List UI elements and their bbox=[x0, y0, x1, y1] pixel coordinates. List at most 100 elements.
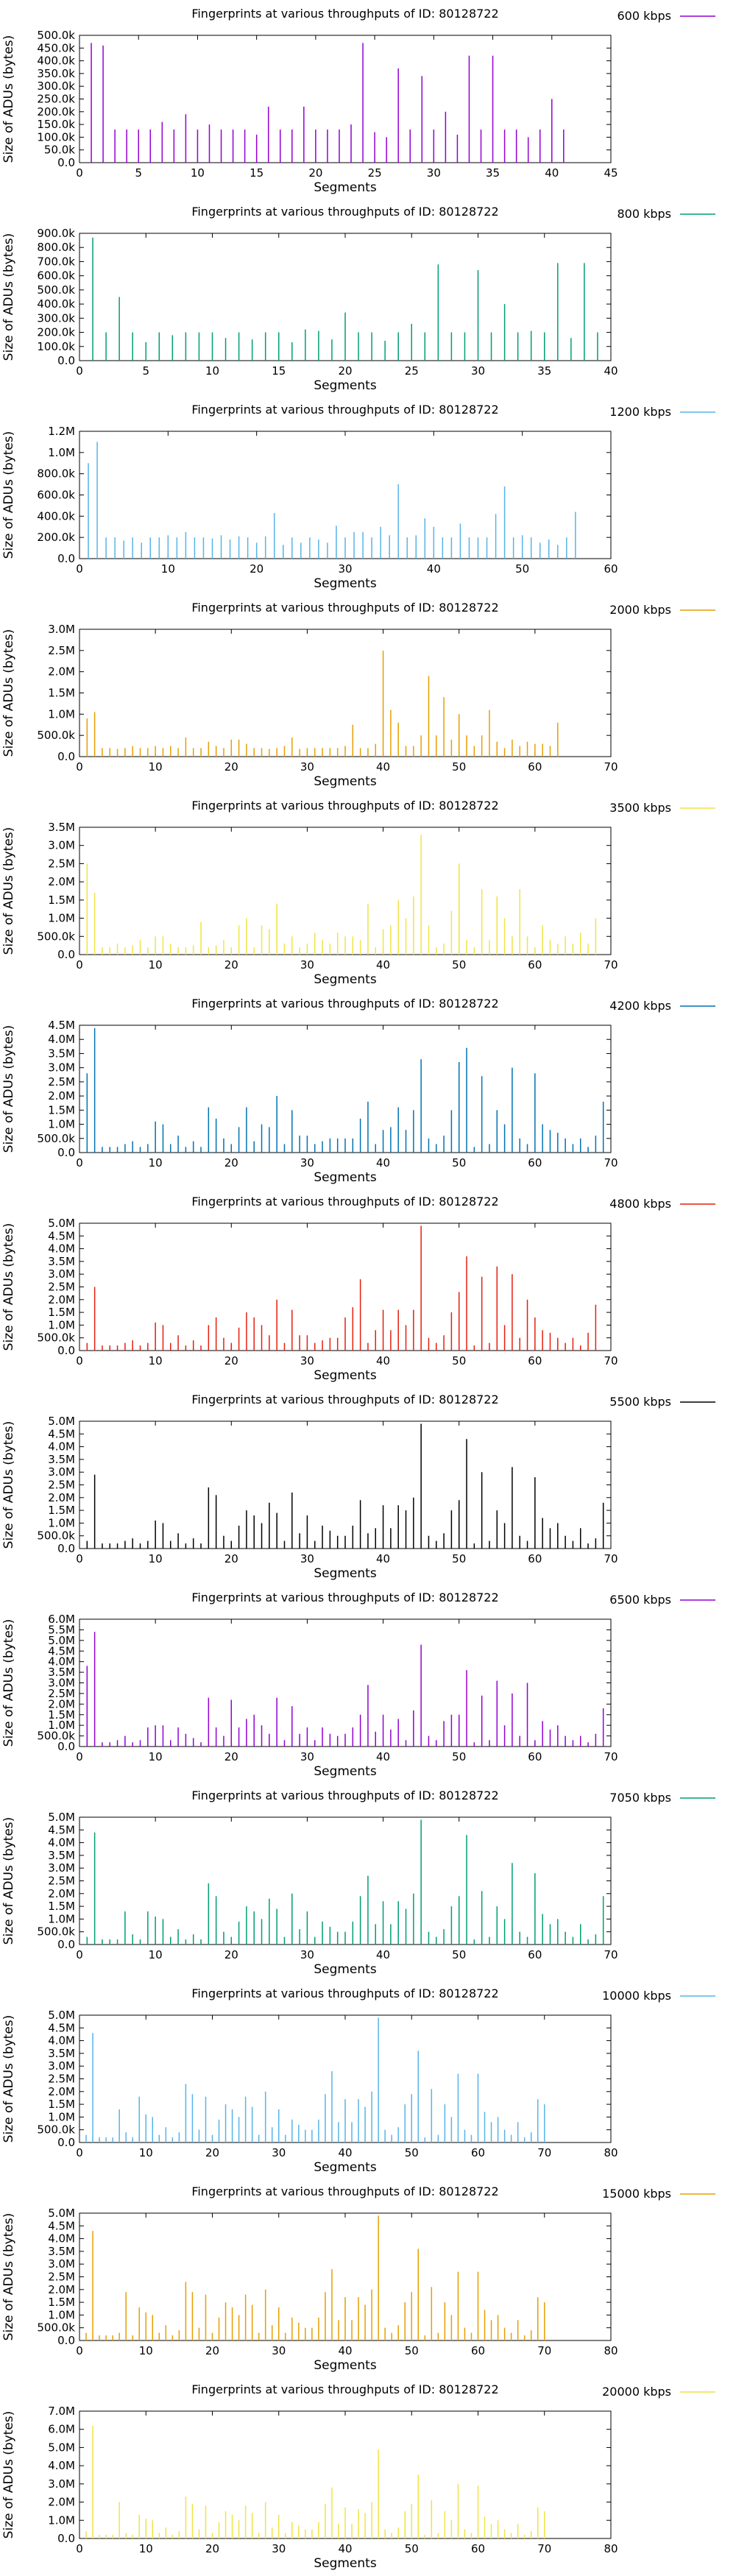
y-tick-label: 500.0k bbox=[37, 1132, 75, 1145]
chart-title: Fingerprints at various throughputs of I… bbox=[191, 1986, 498, 2000]
y-tick-label: 7.0M bbox=[48, 2405, 75, 2418]
x-tick-label: 50 bbox=[452, 1156, 466, 1170]
x-tick-label: 70 bbox=[537, 2344, 551, 2357]
x-tick-label: 30 bbox=[300, 1552, 314, 1565]
y-tick-label: 500.0k bbox=[37, 29, 75, 42]
x-tick-label: 60 bbox=[528, 958, 542, 972]
x-tick-label: 70 bbox=[537, 2146, 551, 2159]
y-tick-label: 200.0k bbox=[37, 105, 75, 118]
x-tick-label: 70 bbox=[604, 958, 618, 972]
x-tick-label: 5 bbox=[135, 166, 142, 180]
x-tick-label: 40 bbox=[376, 1354, 390, 1367]
y-tick-label: 400.0k bbox=[37, 297, 75, 311]
x-tick-label: 30 bbox=[272, 2146, 286, 2159]
x-tick-label: 60 bbox=[604, 562, 618, 576]
y-tick-label: 3.0M bbox=[48, 623, 75, 636]
plot-frame bbox=[79, 35, 612, 163]
x-tick-label: 15 bbox=[272, 364, 286, 378]
x-tick-label: 50 bbox=[405, 2344, 419, 2357]
legend-label: 15000 kbps bbox=[602, 2187, 671, 2201]
y-tick-label: 0.0 bbox=[57, 2532, 75, 2545]
y-tick-label: 4.5M bbox=[48, 1019, 75, 1032]
x-tick-label: 60 bbox=[528, 1948, 542, 1961]
chart-title: Fingerprints at various throughputs of I… bbox=[191, 1393, 498, 1406]
y-tick-label: 0.0 bbox=[57, 1542, 75, 1555]
chart-title: Fingerprints at various throughputs of I… bbox=[191, 7, 498, 21]
y-tick-label: 4.5M bbox=[48, 1644, 75, 1657]
y-tick-label: 2.0M bbox=[48, 1887, 75, 1900]
x-tick-label: 70 bbox=[604, 1156, 618, 1170]
y-tick-label: 1.0M bbox=[48, 446, 75, 459]
x-tick-label: 10 bbox=[205, 364, 219, 378]
y-tick-label: 0.0 bbox=[57, 1344, 75, 1357]
y-tick-label: 2.0M bbox=[48, 875, 75, 888]
x-tick-label: 40 bbox=[376, 958, 390, 972]
x-tick-label: 40 bbox=[604, 364, 618, 378]
plot-frame bbox=[79, 1618, 612, 1747]
y-tick-label: 500.0k bbox=[37, 2321, 75, 2335]
y-tick-label: 4.0M bbox=[48, 1655, 75, 1669]
x-tick-label: 25 bbox=[368, 166, 382, 180]
y-tick-label: 700.0k bbox=[37, 255, 75, 268]
x-tick-label: 15 bbox=[250, 166, 263, 180]
x-tick-label: 20 bbox=[224, 1552, 238, 1565]
x-tick-label: 80 bbox=[604, 2542, 618, 2555]
x-tick-label: 0 bbox=[76, 1552, 83, 1565]
y-tick-label: 300.0k bbox=[37, 311, 75, 325]
y-axis-label: Size of ADUs (bytes) bbox=[1, 2015, 16, 2143]
x-tick-label: 60 bbox=[528, 1156, 542, 1170]
y-tick-label: 0.0 bbox=[57, 2136, 75, 2149]
y-tick-label: 3.0M bbox=[48, 839, 75, 852]
y-tick-label: 4.0M bbox=[48, 1033, 75, 1046]
y-tick-label: 3.0M bbox=[48, 1061, 75, 1075]
chart-1: Fingerprints at various throughputs of I… bbox=[1, 205, 715, 393]
chart-12: Fingerprints at various throughputs of I… bbox=[1, 2382, 715, 2571]
y-tick-label: 5.0M bbox=[48, 1415, 75, 1428]
y-tick-label: 2.0M bbox=[48, 2085, 75, 2098]
x-tick-label: 40 bbox=[338, 2542, 352, 2555]
x-tick-label: 40 bbox=[376, 1750, 390, 1763]
x-tick-label: 60 bbox=[528, 1552, 542, 1565]
chart-0: Fingerprints at various throughputs of I… bbox=[1, 7, 715, 195]
x-tick-label: 10 bbox=[149, 958, 163, 972]
y-tick-label: 3.5M bbox=[48, 1666, 75, 1679]
x-tick-label: 60 bbox=[528, 1750, 542, 1763]
x-tick-label: 10 bbox=[139, 2344, 153, 2357]
y-tick-label: 5.0M bbox=[48, 2207, 75, 2220]
x-tick-label: 60 bbox=[471, 2542, 485, 2555]
y-tick-label: 6.0M bbox=[48, 1613, 75, 1626]
y-tick-label: 2.5M bbox=[48, 1479, 75, 1492]
y-tick-label: 500.0k bbox=[37, 1730, 75, 1743]
x-tick-label: 30 bbox=[272, 2542, 286, 2555]
x-tick-label: 70 bbox=[537, 2542, 551, 2555]
chart-title: Fingerprints at various throughputs of I… bbox=[191, 403, 498, 417]
y-tick-label: 1.0M bbox=[48, 1719, 75, 1732]
x-tick-label: 40 bbox=[338, 2344, 352, 2357]
x-tick-label: 40 bbox=[376, 1552, 390, 1565]
y-tick-label: 100.0k bbox=[37, 340, 75, 353]
chart-4: Fingerprints at various throughputs of I… bbox=[1, 799, 715, 987]
y-tick-label: 3.0M bbox=[48, 2257, 75, 2271]
x-tick-label: 10 bbox=[161, 562, 175, 576]
x-tick-label: 0 bbox=[76, 2146, 83, 2159]
y-axis-label: Size of ADUs (bytes) bbox=[1, 1817, 16, 1945]
y-tick-label: 4.5M bbox=[48, 1427, 75, 1440]
y-axis-label: Size of ADUs (bytes) bbox=[1, 233, 16, 361]
x-tick-label: 0 bbox=[76, 760, 83, 774]
y-axis-label: Size of ADUs (bytes) bbox=[1, 431, 16, 559]
x-tick-label: 0 bbox=[76, 1750, 83, 1763]
x-axis-label: Segments bbox=[314, 2556, 377, 2571]
y-tick-label: 3.0M bbox=[48, 1267, 75, 1281]
x-tick-label: 0 bbox=[76, 1156, 83, 1170]
y-tick-label: 4.0M bbox=[48, 2459, 75, 2472]
x-axis-label: Segments bbox=[314, 2160, 377, 2175]
y-tick-label: 4.0M bbox=[48, 1242, 75, 1256]
y-tick-label: 3.5M bbox=[48, 2245, 75, 2258]
y-tick-label: 1.0M bbox=[48, 912, 75, 925]
y-tick-label: 500.0k bbox=[37, 930, 75, 943]
x-tick-label: 20 bbox=[205, 2542, 219, 2555]
y-tick-label: 3.5M bbox=[48, 1453, 75, 1466]
chart-6: Fingerprints at various throughputs of I… bbox=[1, 1195, 715, 1383]
x-tick-label: 30 bbox=[427, 166, 441, 180]
